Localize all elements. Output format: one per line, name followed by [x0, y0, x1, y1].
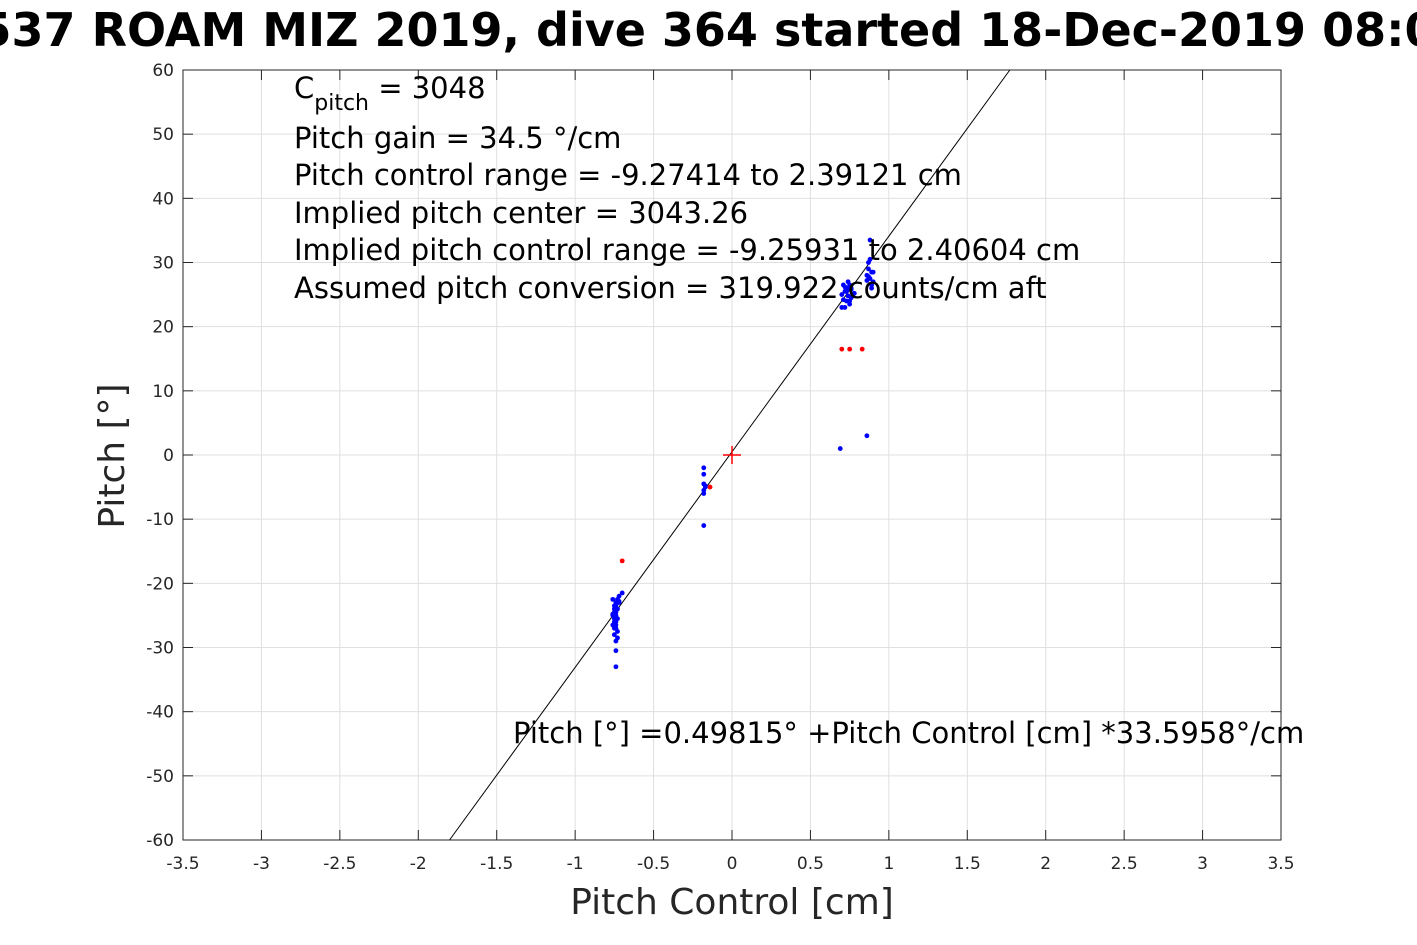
implied-pitch-control-range-annotation: Implied pitch control range = -9.25931 t…	[294, 233, 1080, 267]
x-tick-label: -3	[253, 854, 270, 874]
x-tick-label: -0.5	[637, 854, 670, 874]
data-point	[839, 305, 845, 310]
data-point	[701, 523, 707, 528]
chart-title: 537 ROAM MIZ 2019, dive 364 started 18-D…	[0, 3, 1417, 57]
data-point	[707, 484, 713, 490]
data-point	[867, 237, 873, 243]
data-point	[839, 346, 845, 352]
data-point	[847, 346, 853, 352]
x-tick-label: -3.5	[166, 854, 199, 874]
y-tick-label: -40	[146, 703, 174, 723]
data-point	[701, 471, 707, 477]
data-point	[867, 256, 873, 262]
c-pitch-value: = 3048	[369, 71, 486, 105]
y-tick-label: -30	[146, 639, 174, 659]
data-point	[840, 297, 846, 303]
data-points	[610, 237, 876, 670]
pitch-control-range-annotation: Pitch control range = -9.27414 to 2.3912…	[294, 158, 962, 192]
data-point	[864, 433, 870, 439]
data-point	[611, 632, 617, 638]
data-point	[613, 648, 619, 654]
c-pitch-subscript: pitch	[314, 91, 369, 116]
data-point	[851, 290, 857, 296]
x-tick-label: -2.5	[323, 854, 356, 874]
x-tick-label: 3	[1197, 854, 1208, 874]
data-point	[613, 613, 619, 618]
data-point	[866, 266, 871, 272]
data-point	[701, 491, 707, 496]
x-axis-label: Pitch Control [cm]	[570, 882, 894, 923]
data-point	[847, 298, 853, 304]
data-point	[615, 629, 620, 634]
data-point	[619, 590, 625, 596]
y-tick-label: 60	[152, 61, 174, 81]
pitch-gain-annotation: Pitch gain = 34.5 °/cm	[294, 121, 621, 155]
data-point	[613, 603, 619, 609]
y-tick-label: -50	[146, 767, 174, 787]
data-point	[842, 284, 848, 290]
y-tick-label: -20	[146, 574, 174, 594]
x-tick-label: -1.5	[480, 854, 513, 874]
data-point	[610, 596, 616, 602]
data-point	[616, 593, 622, 599]
data-point	[847, 282, 853, 288]
y-tick-label: 30	[152, 254, 174, 274]
data-point	[615, 635, 620, 641]
implied-pitch-center-annotation: Implied pitch center = 3043.26	[294, 196, 748, 230]
data-point	[613, 622, 619, 628]
grid	[182, 69, 1282, 841]
data-point	[859, 346, 865, 352]
y-tick-label: -10	[146, 510, 174, 530]
center-marker	[723, 446, 741, 464]
y-tick-label: 40	[152, 189, 174, 209]
data-point	[702, 483, 708, 489]
y-tick-label: 20	[152, 318, 174, 338]
x-tick-label: 3.5	[1267, 854, 1294, 874]
assumed-pitch-conversion-annotation: Assumed pitch conversion = 319.922 count…	[294, 271, 1047, 305]
y-tick-label: 10	[152, 382, 174, 402]
y-tick-label: 50	[152, 125, 174, 145]
y-tick-labels: -60 -50 -40 -30 -20 -10 0 10 20 30 40 50 60	[146, 61, 174, 851]
y-tick-label: -60	[146, 831, 174, 851]
data-point	[869, 269, 875, 275]
x-tick-label: 1	[883, 854, 894, 874]
axis-ticks	[182, 69, 1282, 841]
x-tick-labels: -3.5 -3 -2.5 -2 -1.5 -1 -0.5 0 0.5 1 1.5 2 2.5 3 3.5	[166, 854, 1294, 874]
x-tick-label: 0.5	[797, 854, 824, 874]
c-pitch-symbol: C	[294, 71, 314, 105]
data-point	[870, 279, 876, 285]
data-point	[866, 274, 871, 280]
data-point	[701, 465, 707, 471]
data-point	[613, 664, 619, 670]
x-tick-label: 0	[727, 854, 738, 874]
x-tick-label: 2.5	[1111, 854, 1138, 874]
x-tick-label: 1.5	[954, 854, 981, 874]
x-tick-label: -2	[410, 854, 427, 874]
y-tick-label: 0	[163, 446, 174, 466]
data-point	[864, 278, 870, 283]
y-axis-label: Pitch [°]	[92, 383, 133, 528]
data-point	[845, 293, 851, 299]
data-point	[837, 446, 843, 451]
fit-equation-annotation: Pitch [°] =0.49815° +Pitch Control [cm] …	[513, 716, 1304, 750]
x-tick-label: 2	[1040, 854, 1051, 874]
annotation-block: Cpitch = 3048 Pitch gain = 34.5 °/cm Pit…	[294, 71, 1080, 305]
data-point	[848, 287, 854, 292]
data-point	[844, 288, 849, 294]
data-point	[619, 558, 625, 564]
x-tick-label: -1	[567, 854, 584, 874]
data-point	[869, 285, 875, 291]
data-point	[839, 292, 845, 297]
c-pitch-annotation: Cpitch = 3048	[294, 71, 486, 116]
